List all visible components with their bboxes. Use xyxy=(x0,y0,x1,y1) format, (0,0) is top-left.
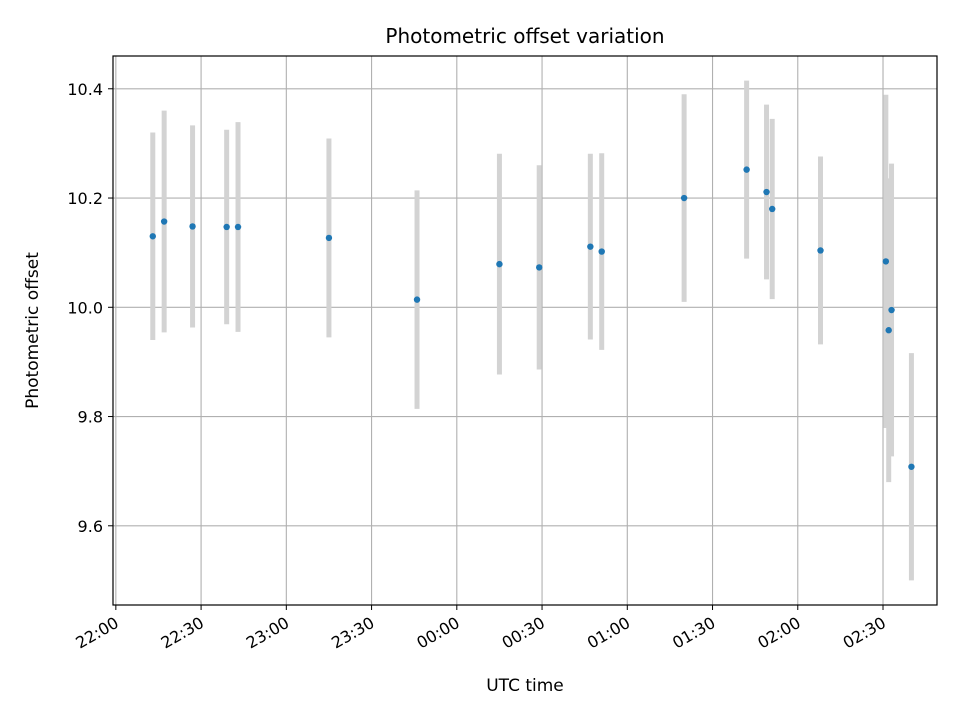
data-point xyxy=(908,463,915,470)
data-point xyxy=(743,166,750,173)
data-point xyxy=(160,218,168,225)
grid xyxy=(113,56,937,605)
data-point xyxy=(888,306,895,314)
plot-frame xyxy=(112,55,938,606)
data-point xyxy=(680,194,688,202)
data-point xyxy=(587,243,594,250)
data-point xyxy=(598,248,605,255)
data-points xyxy=(149,166,915,470)
data-point xyxy=(882,258,890,265)
y-tick-label: 10.2 xyxy=(67,189,103,208)
chart-title: Photometric offset variation xyxy=(385,24,664,48)
data-point xyxy=(817,247,824,254)
data-point xyxy=(234,223,242,231)
y-tick-label: 9.8 xyxy=(78,408,103,427)
data-point xyxy=(325,234,333,242)
data-point xyxy=(189,223,196,230)
y-tick-label: 10.0 xyxy=(67,298,103,317)
data-point xyxy=(536,264,543,271)
data-point xyxy=(763,188,770,196)
y-tick-label: 9.6 xyxy=(78,517,103,536)
data-point xyxy=(769,205,776,213)
data-point xyxy=(496,260,503,268)
x-axis-title: UTC time xyxy=(486,676,564,696)
data-point xyxy=(223,223,230,231)
data-point xyxy=(885,327,892,334)
y-axis-title: Photometric offset xyxy=(23,252,43,409)
y-tick-label: 10.4 xyxy=(67,80,103,99)
data-point xyxy=(149,233,156,240)
data-point xyxy=(413,296,421,303)
